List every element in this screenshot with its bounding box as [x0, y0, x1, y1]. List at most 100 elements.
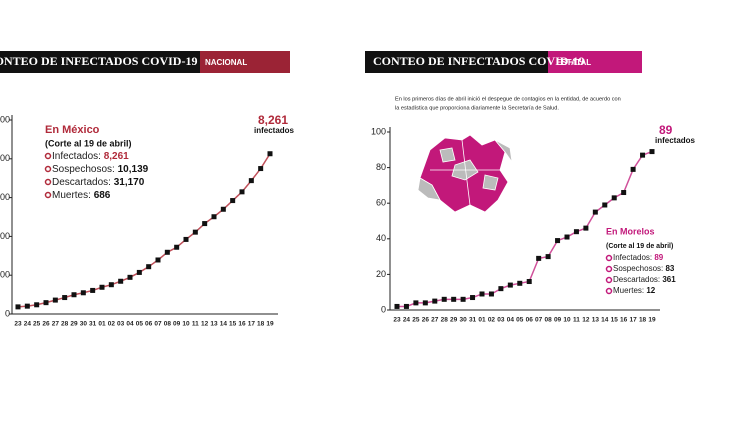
marker — [136, 269, 142, 275]
x-tick-label: 23 — [14, 321, 22, 328]
y-tick-label: 0 — [5, 308, 10, 318]
x-tick-label: 03 — [117, 321, 125, 328]
info-label: Sospechosos: — [52, 164, 118, 175]
marker — [488, 291, 494, 297]
end-label-text: infectados — [254, 126, 295, 135]
marker — [174, 244, 180, 250]
x-tick-label: 18 — [257, 321, 265, 328]
info-value: 10,139 — [118, 164, 149, 175]
marker — [592, 209, 598, 215]
x-tick-label: 30 — [459, 317, 467, 324]
x-tick-label: 09 — [173, 321, 181, 328]
x-tick-label: 19 — [648, 317, 656, 324]
x-tick-label: 16 — [238, 321, 246, 328]
line — [397, 150, 653, 308]
bullet — [605, 254, 613, 262]
chart-title: CONTEO DE INFECTADOS COVID-19 — [373, 54, 584, 68]
x-tick-label: 12 — [582, 317, 590, 324]
x-tick-label: 30 — [80, 321, 88, 328]
info-note: (Corte al 19 de abril) — [45, 138, 132, 148]
x-tick-label: 29 — [70, 321, 78, 328]
marker — [394, 303, 400, 309]
info-label: Sospechosos: — [613, 264, 665, 273]
marker — [432, 298, 438, 304]
marker — [451, 296, 457, 302]
x-tick-label: 11 — [192, 321, 199, 328]
chart-title: CONTEO DE INFECTADOS COVID-19 — [0, 54, 197, 68]
x-tick-label: 31 — [469, 317, 477, 324]
x-tick-label: 14 — [220, 321, 228, 328]
x-tick-label: 13 — [210, 321, 218, 328]
y-tick-label: 100 — [371, 126, 386, 136]
y-tick-label: 20 — [376, 269, 386, 279]
marker — [583, 225, 589, 231]
marker — [498, 286, 504, 292]
marker — [183, 236, 189, 242]
x-tick-label: 03 — [497, 317, 505, 324]
x-tick-label: 05 — [136, 321, 144, 328]
marker — [555, 238, 561, 244]
x-tick-label: 25 — [412, 317, 420, 324]
marker — [267, 151, 273, 157]
title-bar — [0, 51, 200, 73]
marker — [62, 295, 68, 301]
info-value: 12 — [646, 286, 655, 295]
x-tick-label: 26 — [422, 317, 430, 324]
marker — [146, 264, 152, 270]
info-line: Descartados: 31,170 — [52, 177, 145, 188]
info-line: Sospechosos: 10,139 — [52, 164, 149, 175]
x-tick-label: 06 — [526, 317, 534, 324]
bullet — [605, 287, 613, 295]
marker — [71, 292, 77, 298]
x-tick-label: 13 — [592, 317, 600, 324]
end-label: 8,261 — [258, 113, 288, 127]
marker — [526, 279, 532, 285]
marker — [127, 274, 133, 280]
info-value: 89 — [654, 253, 663, 262]
marker — [155, 257, 161, 263]
marker — [621, 190, 627, 196]
marker — [507, 282, 513, 288]
y-tick-label: 80 — [376, 162, 386, 172]
info-value: 83 — [665, 264, 674, 273]
x-tick-label: 31 — [89, 321, 97, 328]
x-tick-label: 19 — [266, 321, 274, 328]
marker — [403, 303, 409, 309]
info-label: Infectados: — [52, 151, 104, 162]
x-tick-label: 04 — [126, 321, 134, 328]
marker — [108, 282, 114, 288]
marker — [536, 255, 542, 261]
y-tick-label: 10000 — [0, 114, 10, 124]
bullet — [44, 191, 52, 199]
marker — [258, 166, 264, 172]
info-line: Muertes: 12 — [613, 286, 656, 295]
marker — [413, 300, 419, 306]
marker — [602, 202, 608, 208]
x-tick-label: 10 — [182, 321, 190, 328]
x-tick-label: 06 — [145, 321, 153, 328]
x-tick-label: 15 — [229, 321, 237, 328]
x-tick-label: 08 — [164, 321, 172, 328]
bullet — [605, 265, 613, 273]
marker — [24, 303, 30, 309]
x-tick-label: 24 — [24, 321, 32, 328]
x-tick-label: 16 — [620, 317, 628, 324]
info-note: (Corte al 19 de abril) — [606, 243, 673, 250]
y-tick-label: 60 — [376, 198, 386, 208]
info-line: Muertes: 686 — [52, 190, 111, 201]
marker — [441, 296, 447, 302]
y-tick-label: 2000 — [0, 270, 10, 280]
bullet — [605, 276, 613, 284]
marker — [479, 291, 485, 297]
marker — [470, 295, 476, 301]
info-label: Descartados: — [52, 177, 114, 188]
marker — [52, 297, 58, 303]
info-value: 686 — [94, 190, 111, 201]
x-tick-label: 17 — [629, 317, 637, 324]
tag-bar — [200, 51, 290, 73]
marker — [34, 302, 40, 308]
x-tick-label: 15 — [611, 317, 619, 324]
y-tick-label: 0 — [381, 304, 386, 314]
marker — [15, 304, 21, 310]
